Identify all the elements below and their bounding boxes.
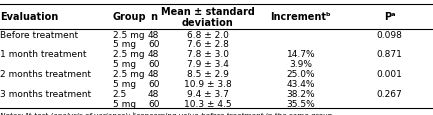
Text: 5 mg: 5 mg [113,79,136,88]
Text: 5 mg: 5 mg [113,99,136,108]
Text: 9.4 ± 3.7: 9.4 ± 3.7 [187,89,229,98]
Text: 14.7%: 14.7% [287,50,315,59]
Text: 6.8 ± 2.0: 6.8 ± 2.0 [187,30,229,39]
Text: 3 months treatment: 3 months treatment [0,89,91,98]
Text: 43.4%: 43.4% [287,79,315,88]
Text: 5 mg: 5 mg [113,60,136,69]
Text: 60: 60 [148,99,159,108]
Text: 7.9 ± 3.4: 7.9 ± 3.4 [187,60,229,69]
Text: 8.5 ± 2.9: 8.5 ± 2.9 [187,69,229,78]
Text: 2.5: 2.5 [113,89,127,98]
Text: 2.5 mg: 2.5 mg [113,30,144,39]
Text: 60: 60 [148,79,159,88]
Text: Notes: ᵃt-test (analysis of variance); ᵇconcerning value before treatment in the: Notes: ᵃt-test (analysis of variance); ᵇ… [0,110,335,115]
Text: 38.2%: 38.2% [287,89,315,98]
Text: 48: 48 [148,30,159,39]
Text: 48: 48 [148,50,159,59]
Text: 7.6 ± 2.8: 7.6 ± 2.8 [187,40,229,49]
Text: 0.001: 0.001 [377,69,403,78]
Text: 2 months treatment: 2 months treatment [0,69,91,78]
Text: 5 mg: 5 mg [113,40,136,49]
Text: 35.5%: 35.5% [287,99,315,108]
Text: Before treatment: Before treatment [0,30,78,39]
Text: Evaluation: Evaluation [0,12,59,22]
Text: 2.5 mg: 2.5 mg [113,50,144,59]
Text: 10.9 ± 3.8: 10.9 ± 3.8 [184,79,232,88]
Text: Mean ± standard
deviation: Mean ± standard deviation [161,7,255,28]
Text: 48: 48 [148,69,159,78]
Text: 7.8 ± 3.0: 7.8 ± 3.0 [187,50,229,59]
Text: 0.267: 0.267 [377,89,403,98]
Text: 1 month treatment: 1 month treatment [0,50,87,59]
Text: Group: Group [113,12,146,22]
Text: 10.3 ± 4.5: 10.3 ± 4.5 [184,99,232,108]
Text: 0.871: 0.871 [377,50,403,59]
Text: 0.098: 0.098 [377,30,403,39]
Text: Pᵃ: Pᵃ [384,12,395,22]
Text: 60: 60 [148,60,159,69]
Text: 25.0%: 25.0% [287,69,315,78]
Text: Incrementᵇ: Incrementᵇ [271,12,331,22]
Text: n: n [150,12,157,22]
Text: 3.9%: 3.9% [289,60,313,69]
Text: 48: 48 [148,89,159,98]
Text: 2.5 mg: 2.5 mg [113,69,144,78]
Text: 60: 60 [148,40,159,49]
